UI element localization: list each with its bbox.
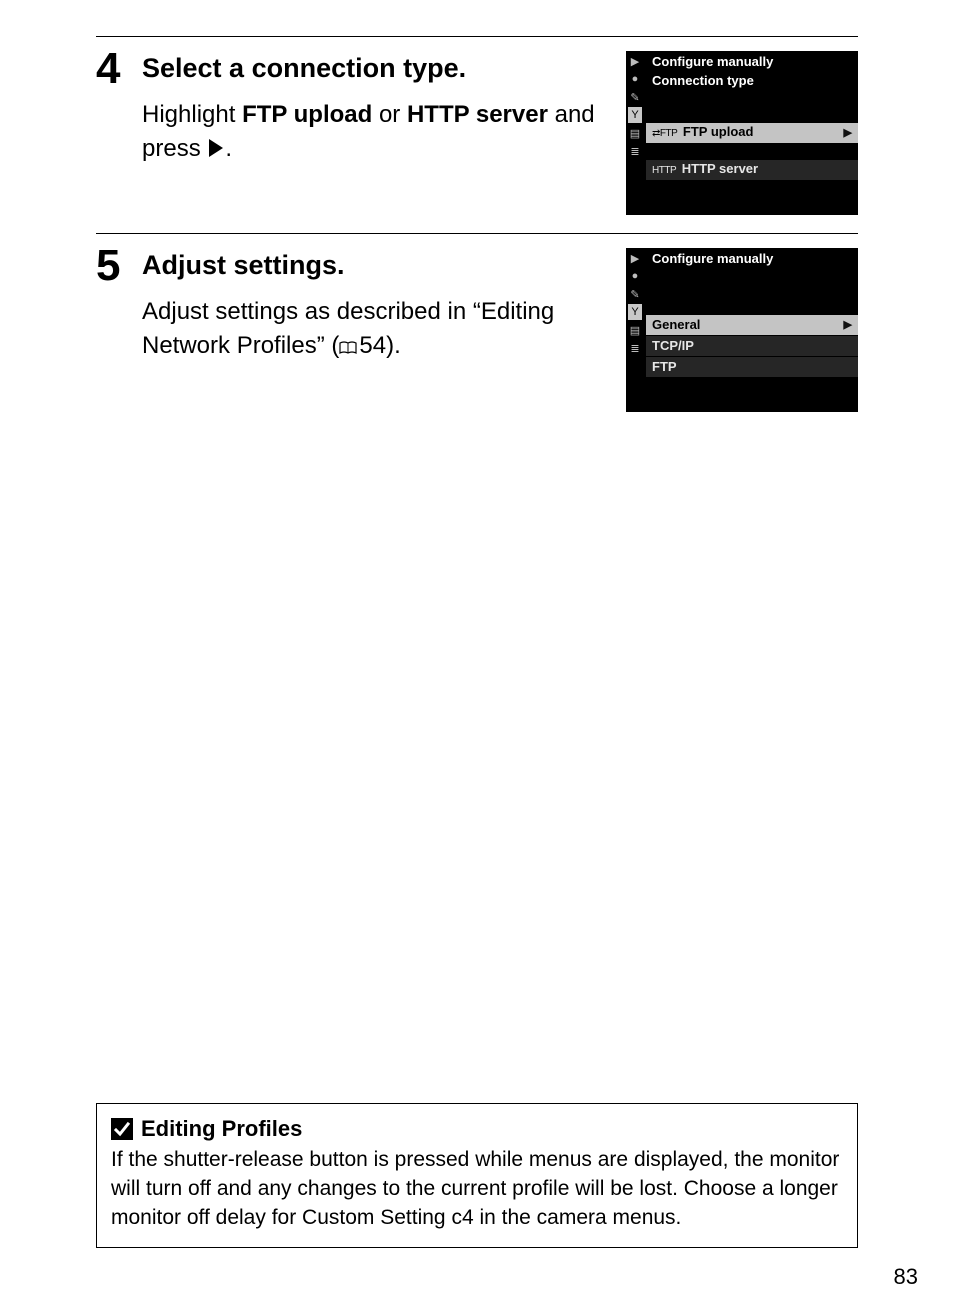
camera-side-tabs: ▶ ● ✎ Y ▤ ≣ (626, 51, 644, 215)
side-tab-icon: ≣ (628, 143, 642, 159)
step-text: Adjust settings. Adjust settings as desc… (142, 248, 608, 364)
camera-menu-item: TCP/IP (646, 335, 858, 356)
camera-menu-title: Configure manually (646, 51, 858, 69)
side-tab-icon: Y (628, 107, 642, 123)
menu-item-label: FTP (652, 357, 677, 377)
side-tab-icon: ≣ (628, 340, 642, 356)
step-body: Select a connection type. Highlight FTP … (142, 51, 858, 215)
step-description: Highlight FTP upload or HTTP server and … (142, 98, 608, 165)
note-title-line: Editing Profiles (111, 1116, 843, 1142)
divider (96, 36, 858, 37)
menu-item-label: ⇄FTP FTP upload (652, 122, 753, 144)
side-tab-icon: ▶ (628, 250, 642, 266)
text: or (372, 101, 407, 128)
chevron-right-icon: ▶ (844, 315, 852, 335)
chevron-right-icon: ▶ (844, 123, 852, 143)
spacer (646, 266, 858, 314)
page-ref: 54 (359, 332, 386, 359)
camera-menu-title: Configure manually (646, 248, 858, 266)
spacer (646, 143, 858, 159)
side-tab-icon: ▤ (628, 125, 642, 141)
camera-menu-item: FTP (646, 356, 858, 377)
step-title: Select a connection type. (142, 53, 608, 84)
camera-menu-panel: Configure manually General ▶ TCP/IP FTP (646, 248, 858, 412)
step-5: 5 Adjust settings. Adjust settings as de… (96, 248, 858, 412)
step-4: 4 Select a connection type. Highlight FT… (96, 51, 858, 215)
note-box: Editing Profiles If the shutter-release … (96, 1103, 858, 1248)
caution-icon (111, 1118, 133, 1140)
camera-menu-item: HTTP HTTP server (646, 159, 858, 180)
camera-menu-item: General ▶ (646, 314, 858, 335)
camera-menu-panel: Configure manually Connection type ⇄FTP … (646, 51, 858, 215)
side-tab-icon: ● (628, 268, 642, 284)
camera-menu-item: ⇄FTP FTP upload ▶ (646, 122, 858, 143)
step-text: Select a connection type. Highlight FTP … (142, 51, 608, 165)
divider (96, 233, 858, 234)
menu-item-label: General (652, 315, 700, 335)
note-title: Editing Profiles (141, 1116, 302, 1142)
side-tab-icon: ● (628, 71, 642, 87)
side-tab-icon: ✎ (628, 89, 642, 105)
step-number: 4 (96, 47, 142, 91)
bold-term: FTP upload (242, 101, 372, 128)
spacer (646, 94, 858, 122)
text: Highlight (142, 101, 242, 128)
camera-side-tabs: ▶ ● ✎ Y ▤ ≣ (626, 248, 644, 412)
bold-term: HTTP server (407, 101, 548, 128)
step-body: Adjust settings. Adjust settings as desc… (142, 248, 858, 412)
camera-menu-subtitle: Connection type (646, 69, 858, 94)
item-prefix: ⇄FTP (652, 128, 677, 139)
side-tab-icon: Y (628, 304, 642, 320)
step-description: Adjust settings as described in “Editing… (142, 295, 608, 364)
camera-menu-screenshot: ▶ ● ✎ Y ▤ ≣ Configure manually Connectio… (626, 51, 858, 215)
item-text: FTP upload (683, 124, 754, 139)
side-tab-icon: ▤ (628, 322, 642, 338)
side-tab-icon: ✎ (628, 286, 642, 302)
right-arrow-icon (209, 139, 223, 157)
page-number: 83 (894, 1264, 918, 1290)
manual-page: 4 Select a connection type. Highlight FT… (0, 0, 954, 1314)
book-icon (339, 331, 357, 365)
item-text: HTTP server (682, 161, 758, 176)
step-number: 5 (96, 244, 142, 288)
menu-item-label: TCP/IP (652, 336, 694, 356)
text: . (225, 135, 232, 162)
side-tab-icon: ▶ (628, 53, 642, 69)
item-prefix: HTTP (652, 165, 676, 176)
menu-item-label: HTTP HTTP server (652, 159, 758, 181)
step-title: Adjust settings. (142, 250, 608, 281)
text: ). (386, 332, 401, 359)
camera-menu-screenshot: ▶ ● ✎ Y ▤ ≣ Configure manually General ▶… (626, 248, 858, 412)
note-body: If the shutter-release button is pressed… (111, 1146, 843, 1233)
